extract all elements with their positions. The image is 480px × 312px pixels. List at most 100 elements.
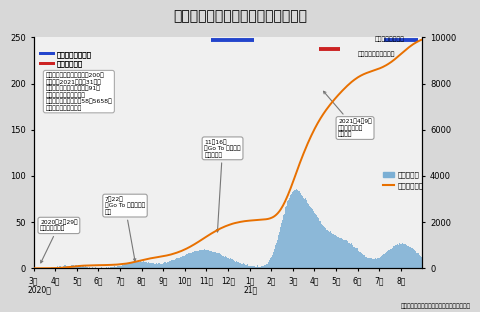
Bar	[391, 249, 392, 268]
Bar	[233, 260, 234, 268]
Bar	[316, 217, 317, 268]
Bar	[402, 243, 403, 268]
Bar	[352, 245, 353, 268]
Bar	[259, 267, 260, 268]
Bar	[260, 266, 261, 268]
Bar	[138, 262, 139, 268]
Bar	[78, 265, 79, 268]
Bar	[404, 244, 405, 268]
Bar	[179, 258, 180, 268]
Bar	[395, 245, 396, 268]
Text: （人数は県と仙台市の発表日を基準とした）: （人数は県と仙台市の発表日を基準とした）	[400, 303, 470, 309]
Bar	[118, 266, 119, 268]
Bar	[255, 267, 256, 268]
Bar	[301, 195, 302, 268]
Bar	[308, 204, 309, 268]
Bar	[120, 266, 121, 268]
Bar	[291, 193, 292, 268]
Bar	[331, 233, 332, 268]
Bar	[241, 264, 242, 268]
Bar	[356, 248, 357, 268]
Text: 11月16日
「Go To イート」
食事券発売: 11月16日 「Go To イート」 食事券発売	[204, 139, 241, 232]
Bar	[125, 264, 126, 268]
Bar	[222, 256, 223, 268]
Bar	[266, 264, 267, 268]
Bar	[203, 250, 204, 268]
Bar	[320, 221, 321, 268]
Bar	[323, 226, 324, 268]
Bar	[350, 244, 351, 268]
Bar	[289, 196, 290, 268]
Bar	[218, 253, 219, 268]
Bar	[273, 252, 274, 268]
Bar	[387, 251, 388, 268]
Bar	[53, 267, 54, 268]
Bar	[229, 259, 230, 268]
Bar	[272, 255, 273, 268]
Bar	[407, 246, 408, 268]
Bar	[219, 254, 220, 268]
Bar	[72, 265, 73, 268]
Text: 営業時間短縮要請: 営業時間短縮要請	[375, 37, 405, 42]
Bar	[205, 251, 206, 268]
Bar	[392, 248, 393, 268]
Bar	[74, 266, 75, 268]
Bar	[108, 267, 109, 268]
Bar	[367, 258, 368, 268]
Bar	[304, 199, 305, 268]
Bar	[188, 253, 189, 268]
Bar	[237, 261, 238, 268]
Bar	[171, 260, 172, 268]
Bar	[406, 244, 407, 268]
Bar	[202, 250, 203, 268]
Bar	[378, 258, 379, 268]
Bar	[196, 251, 197, 268]
Bar	[195, 251, 196, 268]
Bar	[214, 251, 215, 268]
Bar	[298, 191, 299, 268]
Bar	[344, 240, 345, 268]
Bar	[246, 265, 247, 268]
Bar	[230, 258, 231, 268]
Bar	[69, 265, 70, 268]
Bar	[359, 252, 360, 268]
Bar	[348, 243, 349, 268]
Bar	[68, 266, 69, 268]
Bar	[375, 258, 376, 268]
Bar	[307, 203, 308, 268]
Legend: 営業時間短縮要請, 緊急事態宣言: 営業時間短縮要請, 緊急事態宣言	[37, 48, 95, 70]
Bar	[385, 253, 386, 268]
Bar	[123, 265, 124, 268]
Bar	[343, 240, 344, 268]
Bar	[249, 266, 250, 268]
Bar	[206, 250, 207, 268]
Bar	[128, 263, 129, 268]
Bar	[388, 250, 389, 268]
Bar	[394, 247, 395, 268]
Bar	[156, 263, 157, 268]
Bar	[312, 209, 313, 268]
Bar	[186, 254, 187, 268]
Bar	[275, 247, 276, 268]
Bar	[317, 217, 318, 268]
Bar	[369, 258, 370, 268]
Bar	[306, 200, 307, 268]
Bar	[351, 243, 352, 268]
Bar	[200, 250, 201, 268]
Bar	[321, 222, 322, 268]
Bar	[277, 238, 278, 268]
Text: 21年: 21年	[243, 285, 257, 294]
Bar	[240, 263, 241, 268]
Bar	[253, 266, 254, 268]
Bar	[147, 263, 148, 268]
Bar	[137, 262, 138, 268]
Bar	[168, 262, 169, 268]
Bar	[322, 225, 323, 268]
Bar	[310, 207, 311, 268]
Bar	[126, 264, 127, 268]
Text: まん延防止等重点措置: まん延防止等重点措置	[358, 51, 395, 57]
Bar	[164, 262, 165, 268]
Bar	[57, 266, 58, 268]
Bar	[256, 267, 257, 268]
Bar	[139, 261, 140, 268]
